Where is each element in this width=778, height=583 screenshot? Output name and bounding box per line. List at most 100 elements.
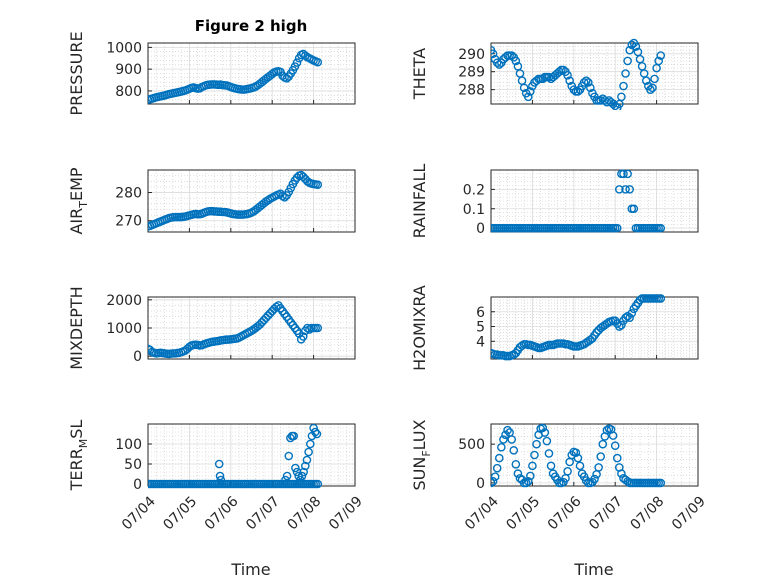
data-point (621, 185, 630, 194)
y-tick-label: 0 (476, 476, 485, 492)
data-point (612, 453, 622, 463)
data-point (523, 92, 533, 102)
data-point (499, 435, 508, 444)
data-point (296, 475, 305, 485)
data-point (625, 185, 634, 194)
data-point (546, 461, 556, 471)
data-point (507, 435, 517, 444)
data-point (583, 78, 593, 87)
data-point (310, 427, 320, 437)
axes-frame (490, 423, 699, 487)
data-point (625, 45, 634, 55)
data-point (303, 323, 312, 333)
data-point (298, 332, 308, 341)
data-point (571, 448, 581, 457)
data-point (569, 85, 579, 94)
y-tick-label: 288 (458, 83, 485, 99)
data-point (492, 463, 502, 473)
data-point (278, 191, 287, 201)
data-point (623, 169, 632, 179)
data-point (648, 83, 657, 93)
data-point (216, 475, 226, 485)
data-point (544, 449, 554, 458)
data-point (598, 439, 608, 449)
data-point (491, 472, 500, 481)
series-markers (148, 301, 323, 359)
data-point (575, 461, 585, 471)
x-axis-label-right: Time (573, 560, 613, 579)
axes-frame (147, 169, 356, 233)
data-point (563, 70, 572, 80)
x-tick-label: 07/07 (243, 494, 283, 534)
data-point (494, 453, 504, 463)
data-point (521, 478, 531, 488)
y-tick-label: 4 (476, 334, 485, 350)
data-point (491, 348, 496, 358)
data-point (532, 439, 541, 449)
plot-area (490, 42, 699, 105)
data-point (291, 463, 300, 473)
data-point (641, 76, 651, 85)
y-tick-label: 0 (133, 477, 142, 493)
data-point (596, 452, 606, 461)
data-point (619, 169, 628, 179)
y-tick-label: 0 (476, 221, 485, 237)
y-axis-label: AIRTEMP (67, 167, 90, 234)
data-point (573, 453, 583, 463)
data-point (492, 58, 502, 68)
data-point (148, 479, 153, 489)
data-point (313, 323, 323, 333)
y-tick-label: 290 (458, 47, 485, 63)
data-point (519, 83, 529, 93)
data-point (625, 313, 634, 322)
x-tick-label: 07/06 (202, 493, 242, 533)
y-axis-label: THETA (410, 48, 429, 100)
y-tick-label: 289 (458, 65, 485, 81)
subplot-sun_flux: 0 500 07/04 07/05 07/06 07/07 07/08 07/09 SUNFLU… (410, 419, 709, 533)
data-point (542, 436, 552, 446)
y-tick-label: 50 (124, 457, 142, 473)
data-point (511, 459, 521, 469)
data-point (617, 469, 626, 478)
data-point (501, 430, 510, 440)
data-point (555, 67, 564, 77)
data-point (491, 477, 498, 486)
y-tick-label: 6 (476, 305, 485, 321)
x-axis-label-left: Time (230, 560, 270, 579)
series-markers (491, 38, 666, 110)
data-point (650, 74, 659, 84)
data-point (313, 180, 323, 189)
data-point (215, 471, 225, 481)
x-tick-label: 07/06 (545, 493, 585, 533)
data-point (511, 56, 521, 66)
data-point (602, 425, 612, 435)
data-point (528, 461, 537, 471)
data-point (304, 447, 313, 457)
data-point (586, 83, 595, 93)
data-point (581, 76, 591, 85)
data-point (491, 49, 498, 59)
x-tick-label: 07/09 (669, 494, 709, 534)
data-point (282, 73, 291, 83)
data-point (513, 469, 523, 478)
data-point (617, 320, 626, 330)
y-axis-label: H2OMIXRA (410, 285, 429, 371)
data-point (313, 57, 323, 67)
data-point (610, 441, 620, 451)
y-tick-label: 1000 (106, 40, 142, 56)
y-axis-label: MIXDEPTH (67, 286, 86, 369)
data-point (507, 51, 517, 60)
plot-area (147, 423, 356, 487)
y-axis-label: RAINFALL (410, 164, 429, 239)
x-tick-label: 07/05 (160, 494, 200, 534)
data-point (621, 69, 630, 78)
x-tick-label: 07/08 (628, 494, 668, 534)
data-point (594, 463, 603, 472)
data-point (629, 204, 639, 214)
x-tick-label: 07/04 (119, 493, 159, 533)
data-point (494, 60, 504, 69)
y-tick-label: 270 (115, 214, 142, 230)
y-tick-label: 280 (115, 186, 142, 202)
x-tick-label: 07/08 (285, 494, 325, 534)
